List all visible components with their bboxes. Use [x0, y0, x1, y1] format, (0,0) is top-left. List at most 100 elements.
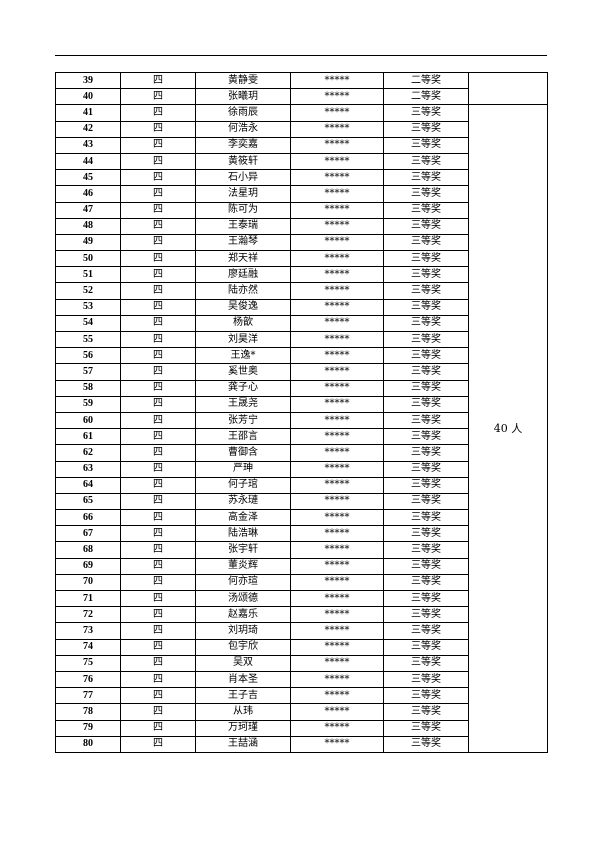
score-cell: *****	[290, 298, 384, 316]
student-name: 王泰瑞	[195, 217, 291, 235]
grade-cell: 四	[120, 557, 196, 575]
grade-cell: 四	[120, 428, 196, 446]
row-number: 48	[55, 217, 121, 235]
student-name: 董炎辉	[195, 557, 291, 575]
award-cell: 三等奖	[383, 314, 469, 333]
table-row: 44 四黄筱轩 ***** 三等奖	[55, 152, 548, 171]
student-name: 王邵言	[195, 428, 291, 446]
grade-cell: 四	[120, 201, 196, 219]
row-number: 58	[55, 379, 121, 397]
student-name: 王逸*	[195, 347, 291, 365]
award-cell: 三等奖	[383, 411, 469, 430]
student-name: 王瀚琴	[195, 233, 291, 252]
table-row: 63 四严珅 ***** 三等奖	[55, 460, 548, 478]
student-name: 何浩永	[195, 120, 291, 138]
student-name: 王喆涵	[195, 735, 291, 753]
award-cell: 三等奖	[383, 735, 469, 753]
table-row: 70 四何亦瑄 ***** 三等奖	[55, 573, 548, 592]
student-name: 张宇轩	[195, 541, 291, 559]
score-cell: *****	[290, 330, 384, 349]
row-number: 72	[55, 606, 121, 624]
grade-cell: 四	[120, 735, 196, 753]
row-number: 56	[55, 347, 121, 365]
row-number: 57	[55, 363, 121, 381]
award-cell: 三等奖	[383, 687, 469, 705]
table-row: 50 四郑天祥 ***** 三等奖	[55, 250, 548, 268]
row-number: 45	[55, 169, 121, 187]
score-cell: *****	[290, 395, 384, 413]
row-number: 78	[55, 703, 121, 721]
student-name: 刘玥琦	[195, 622, 291, 640]
student-name: 严珅	[195, 460, 291, 478]
row-number: 42	[55, 120, 121, 138]
grade-cell: 四	[120, 411, 196, 430]
grade-cell: 四	[120, 266, 196, 284]
table-row: 59 四王晟尧 ***** 三等奖	[55, 395, 548, 413]
award-cell: 三等奖	[383, 509, 469, 527]
table-row: 60 四张芳宁 ***** 三等奖	[55, 411, 548, 430]
award-cell: 三等奖	[383, 573, 469, 592]
award-cell: 三等奖	[383, 670, 469, 689]
score-cell: *****	[290, 250, 384, 268]
grade-cell: 四	[120, 509, 196, 527]
table-row: 40 四张曦玥 ***** 二等奖	[55, 88, 548, 106]
student-name: 陆浩琳	[195, 525, 291, 543]
row-number: 44	[55, 152, 121, 171]
award-cell: 三等奖	[383, 120, 469, 138]
award-cell: 三等奖	[383, 266, 469, 284]
grade-cell: 四	[120, 88, 196, 106]
row-number: 50	[55, 250, 121, 268]
score-cell: *****	[290, 88, 384, 106]
score-cell: *****	[290, 687, 384, 705]
grade-cell: 四	[120, 250, 196, 268]
grade-cell: 四	[120, 104, 196, 122]
grade-cell: 四	[120, 525, 196, 543]
student-name: 吴双	[195, 654, 291, 672]
row-number: 64	[55, 476, 121, 494]
grade-cell: 四	[120, 330, 196, 349]
grade-cell: 四	[120, 347, 196, 365]
row-number: 54	[55, 314, 121, 333]
row-number: 55	[55, 330, 121, 349]
grade-cell: 四	[120, 185, 196, 203]
award-table-body: 39 四黄静雯 ***** 二等奖 40 四张曦玥 ***** 二等奖 41 四徐雨辰 ***** 三…	[55, 71, 548, 753]
grade-cell: 四	[120, 638, 196, 656]
award-cell: 三等奖	[383, 606, 469, 624]
student-name: 陆亦然	[195, 282, 291, 300]
table-row: 71 四汤颂德 ***** 三等奖	[55, 589, 548, 608]
score-cell: *****	[290, 363, 384, 381]
student-name: 王晟尧	[195, 395, 291, 413]
student-name: 李奕嘉	[195, 136, 291, 154]
table-row: 72 四赵嘉乐 ***** 三等奖	[55, 606, 548, 624]
award-cell: 三等奖	[383, 201, 469, 219]
table-row: 47 四陈可为 ***** 三等奖	[55, 201, 548, 219]
award-cell: 三等奖	[383, 152, 469, 171]
grade-cell: 四	[120, 622, 196, 640]
student-name: 黄静雯	[195, 71, 291, 90]
award-cell: 三等奖	[383, 363, 469, 381]
score-cell: *****	[290, 71, 384, 90]
row-number: 47	[55, 201, 121, 219]
table-row: 53 四吴俊逸 ***** 三等奖	[55, 298, 548, 316]
grade-cell: 四	[120, 282, 196, 300]
student-name: 龚子心	[195, 379, 291, 397]
row-number: 52	[55, 282, 121, 300]
grade-cell: 四	[120, 606, 196, 624]
score-cell: *****	[290, 460, 384, 478]
award-cell: 三等奖	[383, 492, 469, 511]
award-cell: 三等奖	[383, 379, 469, 397]
row-number: 41	[55, 104, 121, 122]
student-name: 刘昊洋	[195, 330, 291, 349]
grade-cell: 四	[120, 120, 196, 138]
student-name: 张芳宁	[195, 411, 291, 430]
award-table: 39 四黄静雯 ***** 二等奖 40 四张曦玥 ***** 二等奖 41 四徐雨辰 ***** 三…	[55, 71, 548, 753]
score-cell: *****	[290, 120, 384, 138]
score-cell: *****	[290, 557, 384, 575]
row-number: 43	[55, 136, 121, 154]
grade-cell: 四	[120, 379, 196, 397]
award-cell: 三等奖	[383, 589, 469, 608]
row-number: 63	[55, 460, 121, 478]
table-row: 48 四王泰瑞 ***** 三等奖	[55, 217, 548, 235]
score-cell: *****	[290, 152, 384, 171]
student-name: 何亦瑄	[195, 573, 291, 592]
